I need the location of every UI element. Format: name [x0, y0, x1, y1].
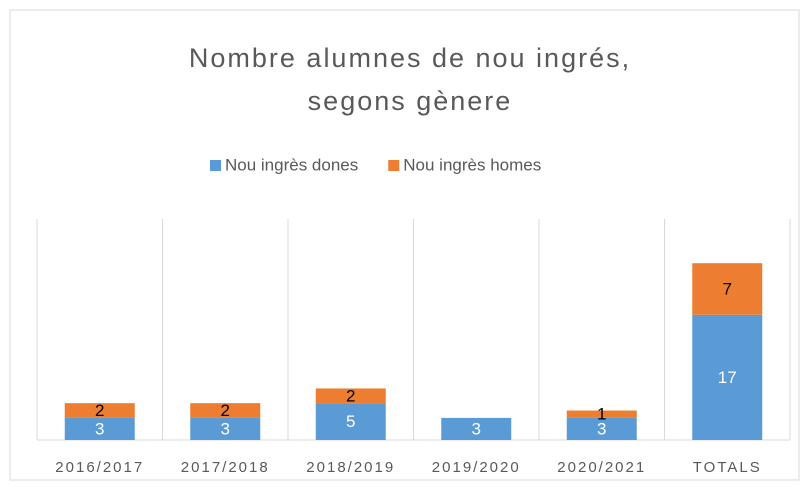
x-tick-label: 2019/2020: [432, 459, 521, 476]
data-label: 3: [472, 419, 481, 438]
x-tick-label: 2020/2021: [557, 459, 646, 476]
data-label: 17: [718, 368, 737, 387]
data-label: 7: [723, 279, 732, 298]
legend-swatch: [388, 160, 400, 171]
bar-segment: [315, 403, 386, 440]
data-label: 2: [95, 401, 104, 420]
legend-label: Nou ingrès homes: [403, 155, 541, 174]
bar-segment: [566, 410, 637, 418]
x-tick-label: 2018/2019: [306, 459, 395, 476]
data-label: 3: [597, 419, 606, 438]
data-label: 5: [346, 412, 355, 431]
data-label: 2: [221, 401, 230, 420]
data-label: 3: [221, 419, 230, 438]
bar-segment: [692, 263, 763, 315]
x-tick-label: TOTALS: [693, 459, 762, 476]
bar-segment: [64, 403, 135, 418]
legend-swatch: [210, 160, 221, 171]
data-label: 1: [597, 405, 606, 424]
bar-segment: [441, 417, 512, 440]
chart-title: Nombre alumnes de nou ingrés,: [189, 43, 631, 73]
chart-title: segons gènere: [308, 86, 513, 116]
data-label: 2: [346, 386, 355, 405]
bar-segment: [190, 417, 261, 440]
bar-segment: [315, 388, 386, 404]
legend-label: Nou ingrès dones: [225, 155, 358, 174]
bar-segment: [64, 417, 135, 440]
chart-border: [9, 9, 800, 481]
data-label: 3: [95, 419, 104, 438]
x-tick-label: 2016/2017: [55, 459, 144, 476]
x-tick-label: 2017/2018: [181, 459, 270, 476]
bar-segment: [566, 417, 637, 440]
bar-segment: [190, 403, 261, 418]
bar-segment: [692, 314, 763, 440]
